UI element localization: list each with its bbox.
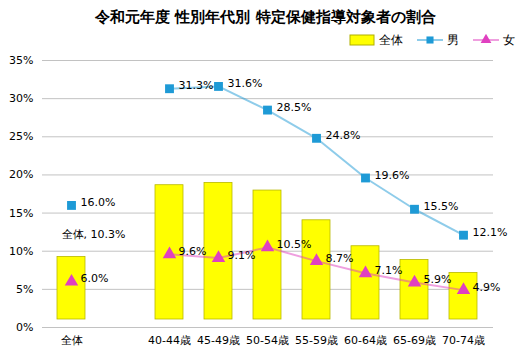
svg-text:35%: 35% [9,54,33,67]
svg-text:31.3%: 31.3% [179,79,214,92]
html-text:令和元年度 性別年代別 特定保健指導対象者の割合: 令和元年度 性別年代別 特定保健指導対象者の割合 [95,8,436,26]
svg-text:19.6%: 19.6% [375,169,410,182]
svg-text:60-64歳: 60-64歳 [344,334,387,347]
svg-text:24.8%: 24.8% [326,129,361,142]
svg-text:全体: 全体 [61,334,83,347]
svg-text:45-49歳: 45-49歳 [197,334,240,347]
svg-text:9.6%: 9.6% [179,245,207,258]
svg-text:16.0%: 16.0% [81,196,116,209]
svg-text:15%: 15% [9,207,33,220]
svg-text:9.1%: 9.1% [228,249,256,262]
svg-text:31.6%: 31.6% [228,77,263,90]
html-text:女: 女 [503,32,515,47]
svg-text:10%: 10% [9,245,33,258]
svg-text:70-74歳: 70-74歳 [442,334,485,347]
svg-text:25%: 25% [9,130,33,143]
svg-text:50-54歳: 50-54歳 [246,334,289,347]
svg-text:12.1%: 12.1% [473,226,508,239]
svg-text:40-44歳: 40-44歳 [148,334,191,347]
svg-text:5%: 5% [16,283,33,296]
svg-text:8.7%: 8.7% [326,252,354,265]
svg-text:0%: 0% [16,321,33,334]
svg-text:5.9%: 5.9% [424,273,452,286]
svg-text:7.1%: 7.1% [375,264,403,277]
html-text:男: 男 [447,32,459,47]
svg-text:15.5%: 15.5% [424,200,459,213]
html-text:全体: 全体 [379,32,403,47]
svg-text:6.0%: 6.0% [81,272,109,285]
svg-text:65-69歳: 65-69歳 [393,334,436,347]
svg-text:55-59歳: 55-59歳 [295,334,338,347]
svg-text:全体, 10.3%: 全体, 10.3% [62,228,126,241]
svg-text:4.9%: 4.9% [473,281,501,294]
svg-text:30%: 30% [9,92,33,105]
svg-text:28.5%: 28.5% [277,101,312,114]
svg-text:20%: 20% [9,168,33,181]
svg-text:10.5%: 10.5% [277,238,312,251]
